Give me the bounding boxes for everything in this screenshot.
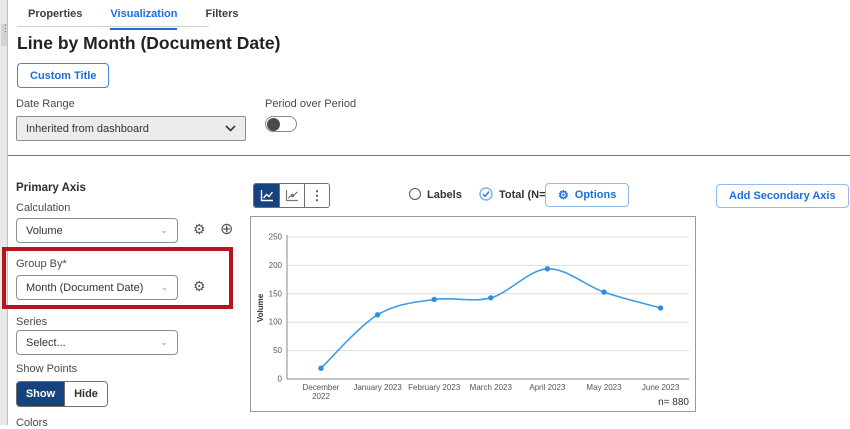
total-checked-icon[interactable] <box>479 187 493 201</box>
svg-text:January 2023: January 2023 <box>353 383 402 392</box>
tab-bar: Properties Visualization Filters <box>28 8 238 30</box>
line-chart-icon <box>260 190 273 202</box>
svg-text:200: 200 <box>269 261 283 270</box>
svg-text:Volume: Volume <box>256 293 265 322</box>
svg-text:100: 100 <box>269 318 283 327</box>
tab-filters[interactable]: Filters <box>205 8 239 20</box>
gear-icon: ⚙ <box>558 188 569 202</box>
chevron-down-icon <box>225 125 236 132</box>
chevron-down-icon: ⌄ <box>160 337 168 347</box>
tab-properties[interactable]: Properties <box>28 8 83 20</box>
svg-text:2022: 2022 <box>312 392 330 401</box>
options-button-label: Options <box>574 189 617 201</box>
group-by-gear-icon[interactable]: ⚙ <box>193 278 206 294</box>
svg-text:March 2023: March 2023 <box>470 383 513 392</box>
primary-axis-heading: Primary Axis <box>16 182 86 194</box>
chart-more-options-button[interactable]: ⋮ <box>304 184 329 207</box>
date-range-value: Inherited from dashboard <box>26 122 149 135</box>
chart-container: 0 50 100 150 200 250 Volume December 2022 January… <box>250 216 696 412</box>
spline-chart-type-button[interactable] <box>279 184 304 207</box>
show-points-label: Show Points <box>16 363 78 375</box>
section-divider <box>8 155 850 156</box>
toggle-knob <box>267 117 280 131</box>
panel-resize-strip: ⋮ <box>0 0 10 425</box>
colors-label-partial: Colors <box>16 417 48 429</box>
calculation-select[interactable]: Volume ⌄ <box>16 218 178 243</box>
add-secondary-axis-button[interactable]: Add Secondary Axis <box>716 184 849 208</box>
svg-text:May 2023: May 2023 <box>586 383 622 392</box>
calculation-gear-icon[interactable]: ⚙ <box>193 221 206 237</box>
calculation-value: Volume <box>26 224 63 237</box>
custom-title-button[interactable]: Custom Title <box>17 63 110 88</box>
group-by-label: Group By* <box>16 258 67 270</box>
series-value: Select... <box>26 336 66 349</box>
page-title: Line by Month (Document Date) <box>17 33 281 53</box>
svg-text:50: 50 <box>273 346 282 355</box>
svg-text:n= 880: n= 880 <box>658 397 689 408</box>
tab-visualization[interactable]: Visualization <box>110 8 178 30</box>
show-points-hide-button[interactable]: Hide <box>64 382 107 406</box>
chevron-down-icon: ⌄ <box>160 282 168 292</box>
period-over-period-toggle[interactable] <box>265 116 297 132</box>
svg-text:250: 250 <box>269 233 283 242</box>
show-points-show-button[interactable]: Show <box>17 382 64 406</box>
group-by-value: Month (Document Date) <box>26 281 144 294</box>
labels-radio[interactable] <box>409 188 421 200</box>
period-over-period-label: Period over Period <box>265 98 357 110</box>
tab-underline <box>17 26 209 27</box>
svg-text:June 2023: June 2023 <box>642 383 680 392</box>
options-button[interactable]: ⚙ Options <box>545 183 630 207</box>
svg-text:0: 0 <box>278 375 283 384</box>
svg-text:April 2023: April 2023 <box>529 383 566 392</box>
calculation-label: Calculation <box>16 202 71 214</box>
kebab-menu-icon: ⋮ <box>310 187 324 203</box>
date-range-label: Date Range <box>16 98 75 110</box>
show-points-segmented: Show Hide <box>16 381 108 407</box>
group-by-select[interactable]: Month (Document Date) ⌄ <box>16 275 178 300</box>
total-option-label: Total (N=) <box>499 189 550 201</box>
svg-text:February 2023: February 2023 <box>408 383 461 392</box>
drag-handle-icon[interactable]: ⋮ <box>1 24 10 46</box>
svg-text:150: 150 <box>269 289 283 298</box>
chart-type-segmented: ⋮ <box>253 183 330 208</box>
date-range-select[interactable]: Inherited from dashboard <box>16 116 246 141</box>
chevron-down-icon: ⌄ <box>160 225 168 235</box>
line-chart-type-button[interactable] <box>254 184 279 207</box>
labels-option-label: Labels <box>427 189 462 201</box>
svg-text:December: December <box>303 383 340 392</box>
series-label: Series <box>16 316 48 328</box>
spline-chart-icon <box>285 190 298 202</box>
add-calculation-icon[interactable]: ⊕ <box>220 221 234 238</box>
series-select[interactable]: Select... ⌄ <box>16 330 178 355</box>
